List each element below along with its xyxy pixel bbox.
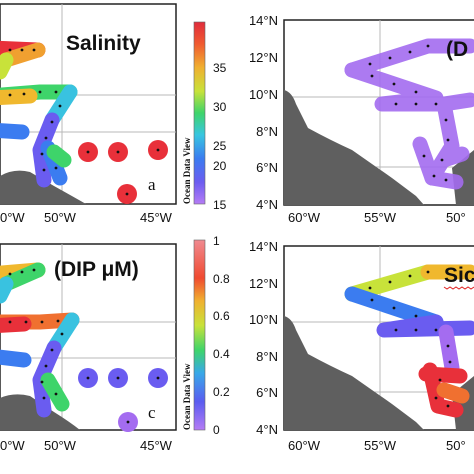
panel-c-colorbar-tick: 0.6 (213, 309, 230, 323)
panel-a-frame (0, 3, 177, 205)
panel-a-colorbar: 35 30 25 20 15 Ocean Data View (182, 21, 227, 212)
panel-c-colorbar-tick: 0.4 (213, 347, 230, 361)
panel-a-colorbar-tick: 25 (213, 139, 227, 153)
panel-a-letter: a (148, 175, 156, 194)
panel-d-y-tick: 10°N (249, 312, 278, 327)
panel-b-x-tick: 60°W (288, 210, 321, 225)
panel-b-y-tick: 10°N (249, 87, 278, 102)
panel-c-colorbar-tick: 0.8 (213, 272, 230, 286)
panel-b-track-dots (368, 44, 450, 182)
panel-d-x-tick: 60°W (288, 438, 321, 453)
panel-a-salinity-map: Salinity a 0°W 50°W 45°W 35 30 25 20 15 … (0, 3, 227, 225)
panel-b-y-tick: 12°N (249, 50, 278, 65)
panel-c-colorbar-ramp (193, 239, 206, 431)
panel-a-track-dots (8, 48, 160, 196)
panel-a-x-tick-50w: 50°W (44, 210, 77, 225)
panel-c-stations (78, 368, 168, 432)
panel-c-colorbar-tick: 0 (213, 423, 220, 437)
panel-a-x-tick-45w: 45°W (140, 210, 173, 225)
panel-a-colorbar-label: Ocean Data View (182, 137, 192, 204)
panel-b-y-tick: 4°N (256, 197, 278, 212)
panel-c-colorbar-tick: 1 (213, 234, 220, 248)
panel-b-cruise-track (344, 38, 474, 190)
panel-c-track-dots (8, 268, 160, 424)
panel-b-y-tick: 6°N (256, 160, 278, 175)
panel-d-track-dots (368, 270, 452, 408)
panel-a-title: Salinity (66, 32, 141, 55)
panel-a-colorbar-tick: 30 (213, 100, 227, 114)
panel-c-colorbar-label: Ocean Data View (182, 363, 192, 430)
panel-d-x-tick: 50° (446, 438, 466, 453)
panel-c-dip-map: (DIP μM) c 0°W 50°W 45°W 1 0.8 0.6 0.4 0… (0, 234, 230, 453)
panel-d-y-tick: 6°N (256, 385, 278, 400)
panel-a-colorbar-tick: 15 (213, 198, 227, 212)
panel-d-map: Sic 14°N 12°N 10°N 8°N 6°N 4°N 60°W 55°W… (249, 239, 474, 453)
panel-c-colorbar-tick: 0.2 (213, 385, 230, 399)
panel-d-land (284, 316, 424, 430)
panel-c-x-tick-50w: 50°W (44, 438, 77, 453)
panel-d-y-tick: 8°N (256, 349, 278, 364)
panel-b-map: (D 14°N 12°N 10°N 8°N 6°N 4°N 60°W 55°W … (249, 13, 474, 225)
panel-c-letter: c (148, 403, 156, 422)
panel-b-x-tick: 50° (446, 210, 466, 225)
panel-b-y-tick: 8°N (256, 124, 278, 139)
panel-a-x-tick-partial: 0°W (0, 210, 25, 225)
panel-b-y-tick: 14°N (249, 13, 278, 28)
panel-d-x-tick: 55°W (364, 438, 397, 453)
panel-a-cruise-track (0, 40, 78, 188)
panel-d-y-tick: 4°N (256, 422, 278, 437)
panel-b-title: (D (446, 38, 468, 61)
panel-a-colorbar-ramp (193, 21, 206, 205)
panel-b-land (284, 90, 424, 205)
panel-b-island (452, 150, 474, 205)
panel-a-colorbar-tick: 35 (213, 61, 227, 75)
panel-d-y-tick: 14°N (249, 239, 278, 254)
panel-a-colorbar-tick: 20 (213, 159, 227, 173)
panel-c-title: (DIP μM) (54, 258, 139, 281)
panel-d-title: Sic (444, 264, 474, 287)
panel-c-colorbar: 1 0.8 0.6 0.4 0.2 0 Ocean Data View (182, 234, 230, 437)
panel-d-title-spellcheck-underline (443, 286, 474, 290)
panel-b-x-tick: 55°W (364, 210, 397, 225)
panel-d-y-tick: 12°N (249, 276, 278, 291)
panel-c-x-tick-45w: 45°W (140, 438, 173, 453)
panel-c-x-tick-partial: 0°W (0, 438, 25, 453)
